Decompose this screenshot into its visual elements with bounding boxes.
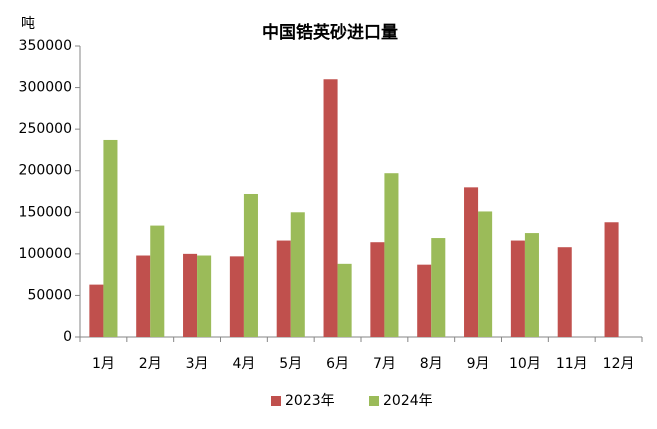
bar — [197, 255, 212, 337]
bar — [276, 240, 291, 337]
bar — [384, 173, 399, 337]
bar — [604, 222, 619, 337]
x-tick-label: 12月 — [603, 356, 635, 372]
y-tick-label: 50000 — [27, 287, 72, 303]
legend-label: 2024年 — [383, 393, 433, 409]
bar — [417, 264, 432, 337]
x-tick-label: 5月 — [279, 356, 302, 372]
x-tick-label: 9月 — [467, 356, 490, 372]
bar — [370, 242, 385, 337]
bar — [243, 193, 258, 337]
bar — [464, 187, 479, 337]
x-tick-label: 3月 — [186, 356, 209, 372]
y-axis-unit: 吨 — [21, 16, 35, 32]
bar — [337, 263, 352, 337]
x-tick-label: 2月 — [139, 356, 162, 372]
y-tick-label: 0 — [63, 329, 72, 345]
bar — [323, 79, 338, 337]
bar — [478, 211, 493, 337]
bar — [183, 253, 198, 337]
bar — [431, 238, 446, 337]
bar — [229, 256, 244, 337]
x-tick-label: 1月 — [92, 356, 115, 372]
legend-swatch — [369, 396, 379, 406]
x-tick-label: 11月 — [556, 356, 588, 372]
y-tick-label: 100000 — [19, 246, 72, 262]
y-tick-label: 350000 — [19, 38, 72, 54]
x-tick-label: 8月 — [420, 356, 443, 372]
bar — [103, 139, 118, 337]
bar — [557, 247, 572, 337]
legend-swatch — [271, 396, 281, 406]
bar — [290, 212, 305, 337]
chart-title: 中国锆英砂进口量 — [262, 22, 398, 43]
legend-label: 2023年 — [285, 393, 335, 409]
y-tick-label: 150000 — [19, 204, 72, 220]
bar — [510, 240, 525, 337]
bar — [89, 284, 104, 337]
bar — [136, 255, 151, 337]
x-tick-label: 6月 — [326, 356, 349, 372]
y-tick-label: 200000 — [19, 163, 72, 179]
x-tick-label: 4月 — [232, 356, 255, 372]
y-tick-label: 250000 — [19, 121, 72, 137]
y-tick-label: 300000 — [19, 80, 72, 96]
bar — [524, 233, 539, 337]
bar — [150, 225, 165, 337]
x-tick-label: 10月 — [509, 356, 541, 372]
x-tick-label: 7月 — [373, 356, 396, 372]
